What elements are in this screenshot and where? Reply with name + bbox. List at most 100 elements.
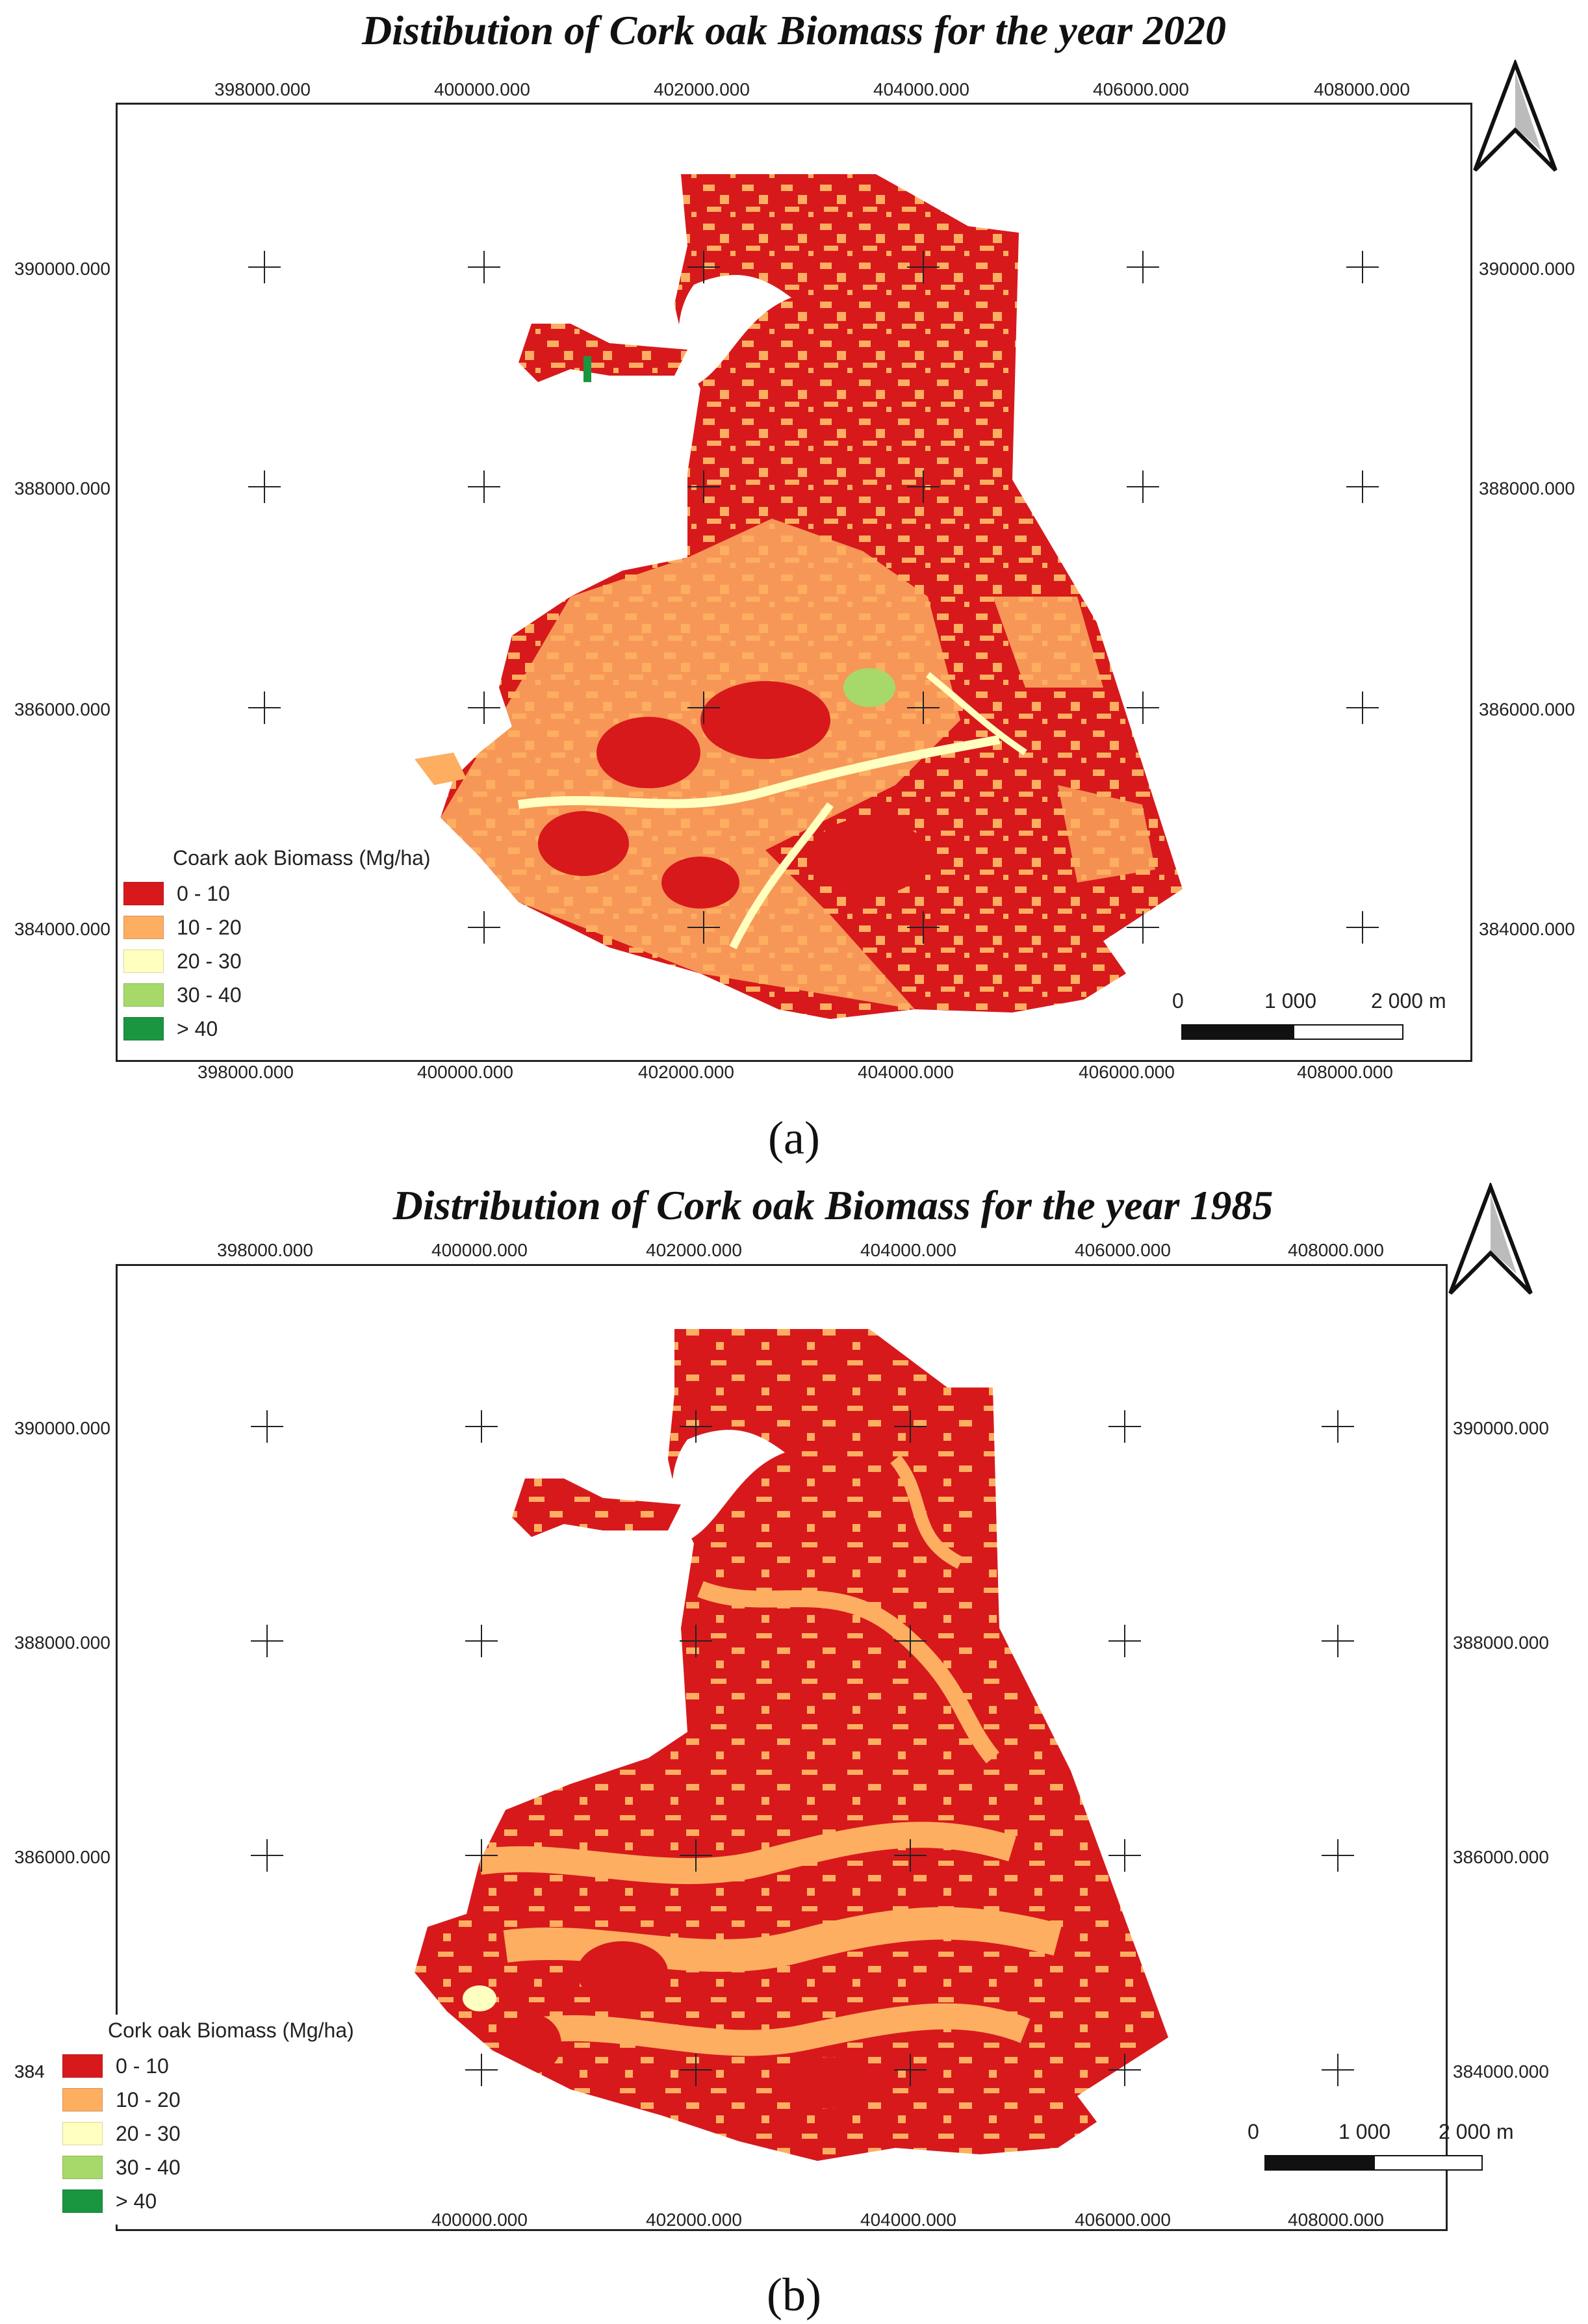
scale-label: 0 — [1172, 989, 1184, 1013]
y-tick: 386000.000 — [1453, 1847, 1549, 1867]
y-tick: 386000.000 — [1479, 699, 1575, 719]
legend-item: > 40 — [123, 1012, 431, 1046]
x-tick: 408000.000 — [1297, 1062, 1393, 1082]
legend-label: 0 - 10 — [116, 2054, 169, 2078]
grid-cross — [680, 2054, 712, 2086]
x-tick: 402000.000 — [646, 2210, 742, 2230]
panel-b-label: (b) — [767, 2269, 821, 2321]
y-tick: 384 — [14, 2061, 45, 2082]
x-tick: 406000.000 — [1093, 79, 1189, 99]
grid-cross — [1127, 691, 1159, 724]
grid-cross — [468, 911, 500, 944]
legend-title: Cork oak Biomass (Mg/ha) — [108, 2019, 354, 2042]
y-tick: 384000.000 — [1453, 2061, 1549, 2082]
panel-a-scale-bar: 0 1 000 2 000 m — [1170, 989, 1468, 1048]
x-tick: 406000.000 — [1079, 1062, 1175, 1082]
legend-item: 30 - 40 — [123, 978, 431, 1012]
y-tick: 384000.000 — [1479, 919, 1575, 939]
legend-label: 10 - 20 — [116, 2087, 181, 2111]
panel-b-title: Distribution of Cork oak Biomass for the… — [392, 1182, 1274, 1228]
scale-label: 0 — [1248, 2120, 1259, 2143]
grid-cross — [1108, 1839, 1141, 1872]
grid-cross — [465, 1839, 498, 1872]
grid-cross — [1322, 2054, 1354, 2086]
x-tick: 404000.000 — [873, 79, 969, 99]
grid-cross — [1322, 1625, 1354, 1657]
y-tick: 386000.000 — [14, 1847, 110, 1867]
grid-cross — [1346, 251, 1379, 283]
grid-cross — [1108, 2054, 1141, 2086]
scale-bar-black — [1264, 2155, 1374, 2171]
grid-cross — [907, 471, 940, 503]
legend-item: 10 - 20 — [62, 2083, 354, 2117]
grid-cross — [907, 691, 940, 724]
panel-a-legend: Coark aok Biomass (Mg/ha) 0 - 10 10 - 20… — [123, 846, 431, 1046]
x-tick: 402000.000 — [646, 1240, 742, 1260]
y-tick: 388000.000 — [14, 1633, 110, 1653]
grid-cross — [1322, 1839, 1354, 1872]
legend-swatch — [123, 916, 164, 939]
grid-cross — [894, 1625, 927, 1657]
x-tick: 408000.000 — [1288, 1240, 1384, 1260]
x-tick: 402000.000 — [638, 1062, 734, 1082]
y-tick: 390000.000 — [14, 1418, 110, 1438]
legend-label: > 40 — [116, 2189, 157, 2213]
grid-cross — [465, 2054, 498, 2086]
legend-label: 30 - 40 — [177, 983, 242, 1007]
grid-cross — [1346, 911, 1379, 944]
y-tick: 390000.000 — [1479, 259, 1575, 279]
scale-label: 2 000 m — [1439, 2120, 1514, 2143]
legend-swatch — [62, 2156, 103, 2179]
legend-swatch — [62, 2088, 103, 2111]
legend-swatch — [62, 2122, 103, 2145]
x-tick: 400000.000 — [434, 79, 530, 99]
legend-label: 0 - 10 — [177, 881, 230, 905]
y-tick: 390000.000 — [1453, 1418, 1549, 1438]
legend-item: 10 - 20 — [123, 910, 431, 944]
x-tick: 408000.000 — [1288, 2210, 1384, 2230]
legend-swatch — [123, 1017, 164, 1040]
x-tick: 400000.000 — [417, 1062, 513, 1082]
scale-label: 1 000 — [1338, 2120, 1391, 2143]
grid-cross — [894, 2054, 927, 2086]
grid-cross — [1346, 691, 1379, 724]
grid-cross — [248, 691, 281, 724]
x-tick: 402000.000 — [654, 79, 750, 99]
scale-bar-white — [1293, 1024, 1403, 1040]
grid-cross — [894, 1410, 927, 1443]
x-tick: 400000.000 — [431, 2210, 528, 2230]
scale-label: 2 000 m — [1371, 989, 1446, 1013]
panel-b-scale-bar: 0 1 000 2 000 m — [1248, 2120, 1520, 2178]
y-tick-clipped: 384 — [14, 2061, 45, 2082]
grid-cross — [680, 1410, 712, 1443]
y-tick: 388000.000 — [14, 478, 110, 498]
grid-cross — [1127, 911, 1159, 944]
grid-cross — [251, 1410, 283, 1443]
grid-cross — [687, 251, 720, 283]
grid-cross — [248, 251, 281, 283]
grid-cross — [1322, 1410, 1354, 1443]
grid-cross — [1108, 1625, 1141, 1657]
y-tick: 386000.000 — [14, 699, 110, 719]
legend-item: 0 - 10 — [62, 2049, 354, 2083]
x-tick: 404000.000 — [858, 1062, 954, 1082]
x-tick: 406000.000 — [1075, 2210, 1171, 2230]
legend-swatch — [62, 2189, 103, 2213]
panel-a-title: Distibution of Cork oak Biomass for the … — [362, 7, 1226, 53]
y-tick: 384000.000 — [14, 919, 110, 939]
grid-cross — [1127, 471, 1159, 503]
north-arrow-icon — [1448, 1183, 1533, 1295]
grid-cross — [248, 471, 281, 503]
panel-b-legend: Cork oak Biomass (Mg/ha) 0 - 10 10 - 20 … — [56, 2015, 367, 2225]
legend-label: 20 - 30 — [116, 2121, 181, 2145]
north-arrow-icon — [1473, 60, 1557, 172]
legend-title: Coark aok Biomass (Mg/ha) — [173, 846, 431, 870]
legend-swatch — [62, 2054, 103, 2078]
grid-cross — [468, 471, 500, 503]
panel-a-biomass-map — [415, 174, 1183, 1019]
grid-cross — [465, 1410, 498, 1443]
y-tick: 390000.000 — [14, 259, 110, 279]
grid-cross — [251, 1625, 283, 1657]
legend-item: 20 - 30 — [123, 944, 431, 978]
legend-swatch — [123, 882, 164, 905]
